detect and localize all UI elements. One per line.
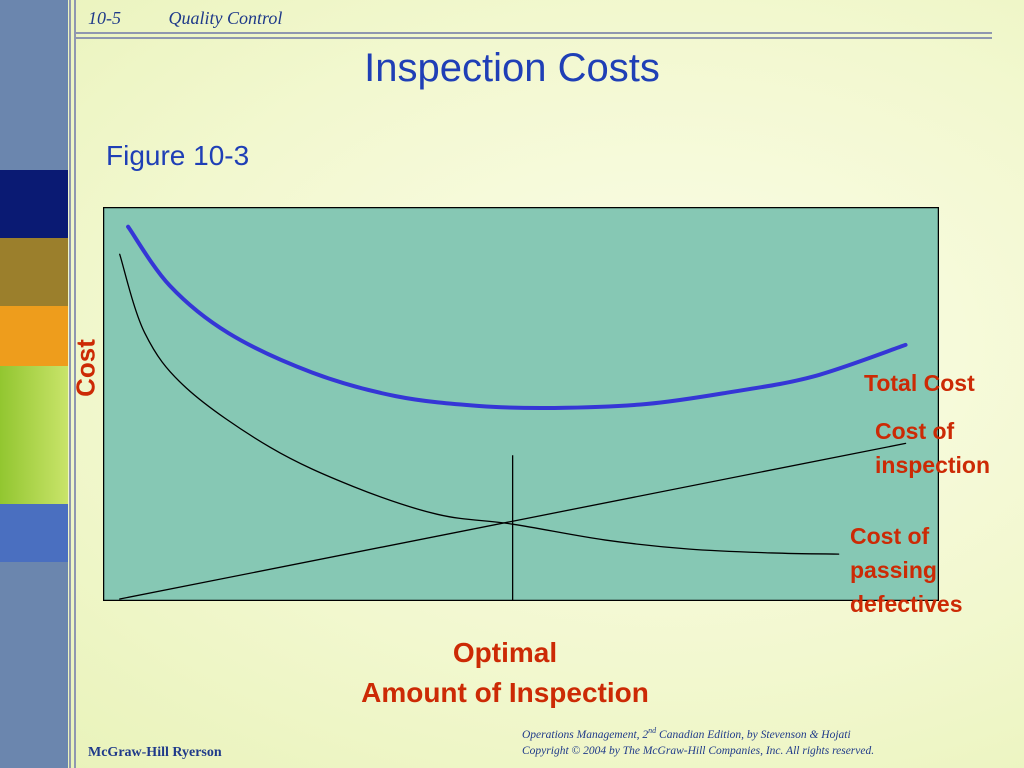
- decor-block-green: [0, 366, 68, 504]
- plot-area: [103, 207, 939, 601]
- publisher-name: McGraw-Hill Ryerson: [88, 745, 222, 760]
- decor-vline: [69, 0, 71, 768]
- edition-text-b: Canadian Edition, by Stevenson & Hojati: [656, 728, 851, 741]
- decor-vline: [74, 0, 76, 768]
- label-cost-of-inspection: Cost of inspection: [875, 418, 991, 478]
- slide-header: 10-5 Quality Control: [88, 8, 282, 29]
- figure-label: Figure 10-3: [106, 140, 250, 171]
- label-cost-of-passing-defectives: Cost of passing defectives: [850, 523, 963, 617]
- decor-block-blue: [0, 504, 68, 562]
- decor-hline: [76, 32, 992, 34]
- label-total-cost: Total Cost: [864, 370, 975, 396]
- section-number: 10-5: [88, 8, 121, 28]
- x-axis-label-line1: Optimal: [452, 637, 558, 668]
- y-axis-label-text: Cost: [70, 339, 101, 397]
- slide-title: Inspection Costs: [364, 46, 660, 90]
- copyright-notice: Operations Management, 2nd Canadian Edit…: [522, 723, 972, 759]
- y-axis-label: Cost: [64, 328, 108, 408]
- decor-block-olive: [0, 238, 68, 306]
- decor-block-navy: [0, 170, 68, 238]
- edition-sup: nd: [648, 726, 657, 735]
- series-total-cost: [126, 224, 908, 411]
- inspection-cost-chart: [103, 207, 939, 601]
- series-cost-of-passing-defectives: [119, 253, 840, 555]
- copyright-text: Copyright © 2004 by The McGraw-Hill Comp…: [522, 744, 875, 757]
- decor-hline: [76, 37, 992, 39]
- x-axis-label: Optimal Amount of Inspection: [300, 633, 710, 713]
- x-axis-label-line2: Amount of Inspection: [361, 677, 649, 708]
- edition-text-a: Operations Management, 2: [522, 728, 649, 741]
- series-cost-of-inspection: [119, 442, 907, 600]
- decor-block-orange: [0, 306, 68, 366]
- section-topic: Quality Control: [168, 8, 283, 28]
